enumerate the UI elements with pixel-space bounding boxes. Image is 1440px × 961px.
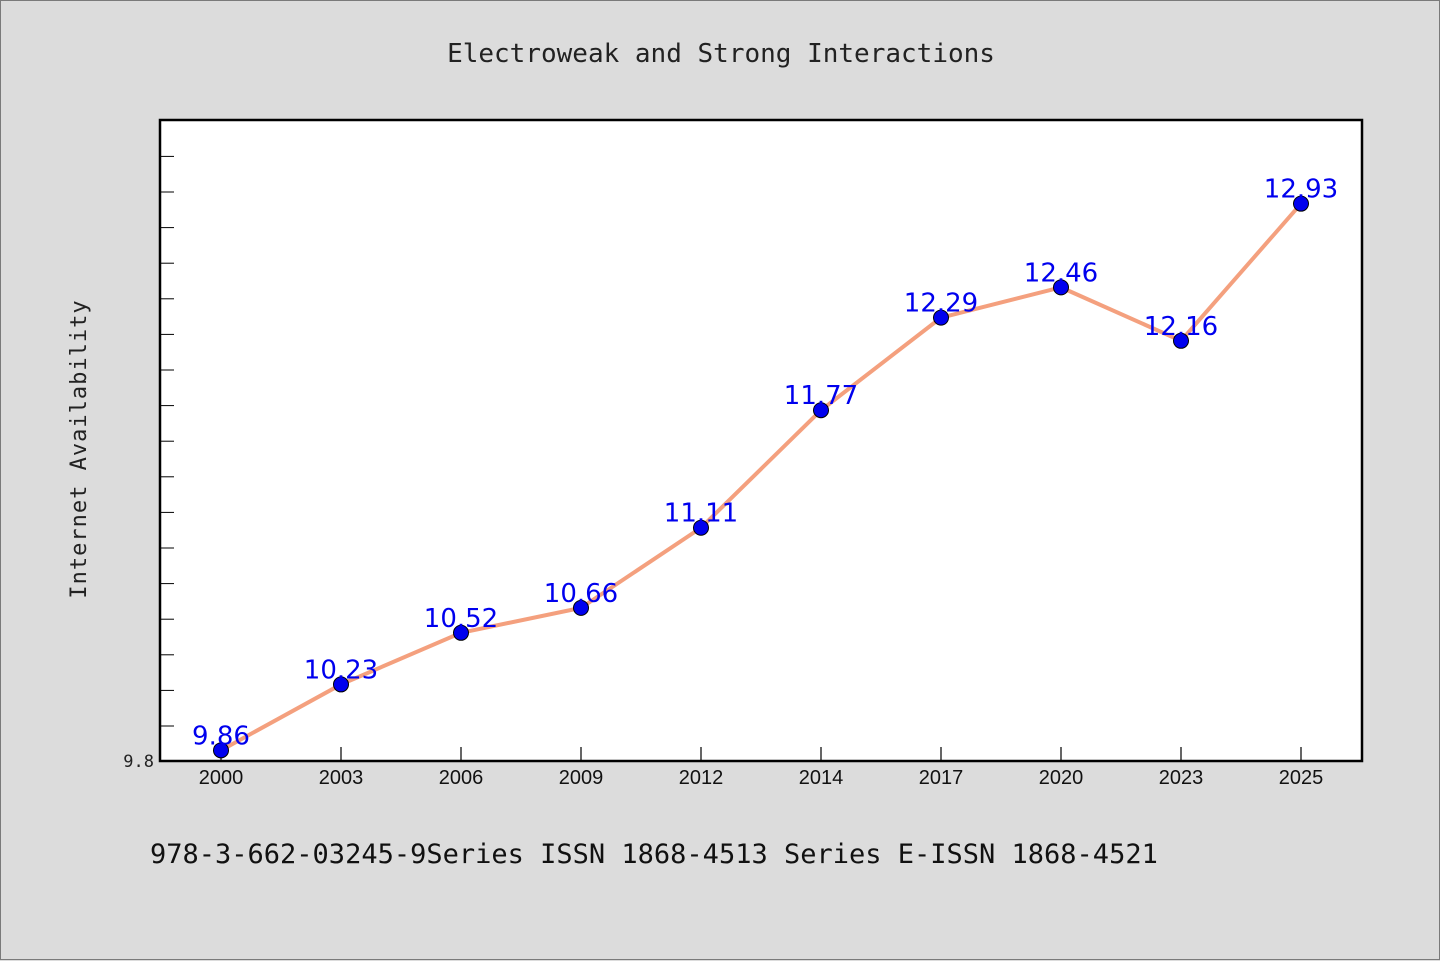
data-label: 12.93 [1264, 175, 1338, 205]
data-label: 10.66 [544, 579, 618, 609]
data-label: 11.77 [784, 381, 858, 411]
data-label: 12.46 [1024, 258, 1098, 288]
data-point [213, 742, 229, 759]
x-tick-label: 2017 [919, 767, 964, 789]
series-line [220, 202, 1303, 753]
x-tick-label: 2006 [439, 767, 484, 789]
data-label: 9.86 [192, 721, 250, 751]
data-label: 11.11 [664, 499, 738, 529]
data-point [1173, 332, 1189, 349]
chart-title: Electroweak and Strong Interactions [447, 39, 995, 69]
x-tick-label: 2025 [1279, 767, 1324, 789]
data-point [573, 599, 589, 616]
data-point [333, 676, 349, 693]
y-axis-ticks [160, 155, 174, 727]
data-label: 12.16 [1144, 312, 1218, 342]
x-tick-label: 2023 [1159, 767, 1204, 789]
data-point [933, 309, 949, 326]
y-tick-label: 9.8 [123, 752, 154, 772]
x-tick-label: 2000 [199, 767, 244, 789]
x-tick-label: 2020 [1039, 767, 1084, 789]
data-point [1053, 279, 1069, 296]
data-point [453, 624, 469, 641]
data-label: 10.52 [424, 604, 498, 634]
data-point [693, 519, 709, 536]
data-point [1293, 195, 1309, 212]
footer-isbn-text: 978-3-662-03245-9Series ISSN 1868-4513 S… [150, 839, 1158, 870]
y-axis-label: Internet Availability [67, 299, 92, 598]
x-tick-label: 2014 [799, 767, 844, 789]
data-labels: 9.86 10.23 10.52 10.66 11.11 11.77 12.29 12.46 1… [192, 175, 1338, 752]
series-markers [213, 195, 1309, 759]
x-axis-tick-labels: 2000 2003 2006 2009 2012 2014 2017 2020 2023 2025 [199, 767, 1324, 789]
data-label: 12.29 [904, 289, 978, 319]
data-label: 10.23 [304, 655, 378, 685]
data-point [813, 402, 829, 419]
x-tick-label: 2012 [679, 767, 724, 789]
plot-area [158, 118, 1364, 763]
x-tick-label: 2009 [559, 767, 604, 789]
x-tick-label: 2003 [319, 767, 364, 789]
